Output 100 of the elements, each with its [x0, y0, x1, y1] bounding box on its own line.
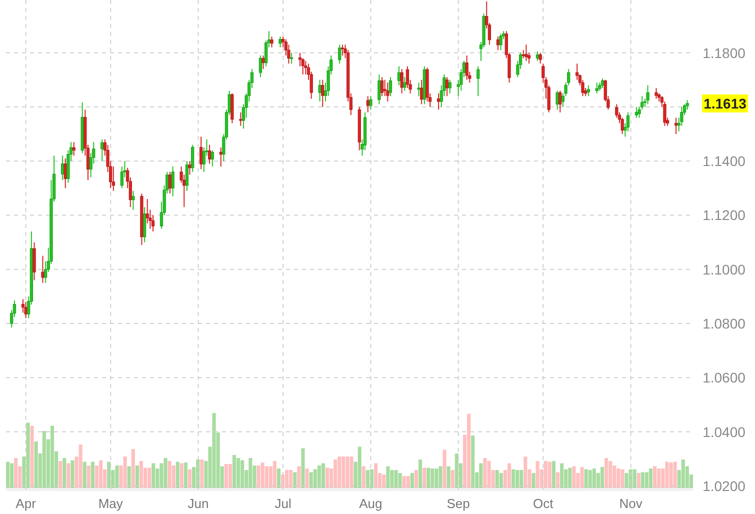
candlestick	[200, 136, 203, 170]
bar	[640, 472, 644, 488]
bar	[293, 472, 297, 488]
candlestick	[499, 33, 502, 51]
bar	[321, 463, 325, 488]
candlestick	[524, 44, 528, 62]
candlestick	[403, 76, 406, 92]
bar	[14, 458, 18, 488]
bar	[487, 461, 491, 488]
bar	[184, 462, 188, 488]
candlestick	[340, 44, 344, 56]
candlestick	[437, 92, 440, 110]
candlestick	[654, 87, 658, 100]
bar	[446, 466, 450, 488]
bar	[188, 469, 192, 488]
candlestick	[210, 150, 214, 167]
candlestick	[24, 301, 28, 319]
bar	[82, 462, 86, 488]
bar	[180, 463, 184, 488]
bar	[536, 461, 540, 488]
bar	[200, 460, 204, 488]
bar	[442, 450, 446, 488]
y-tick-label: 1.0600	[702, 370, 746, 386]
bar	[99, 460, 103, 488]
bar	[499, 473, 503, 488]
bar	[390, 470, 394, 488]
bar	[301, 448, 305, 488]
bar	[285, 470, 289, 488]
bar	[620, 469, 624, 488]
bar	[520, 470, 524, 488]
bar	[673, 462, 677, 488]
candlestick	[41, 255, 44, 284]
candlestick	[185, 160, 188, 192]
candlestick	[278, 36, 282, 48]
bar	[426, 468, 430, 488]
candlestick	[465, 54, 468, 80]
bar	[228, 464, 232, 488]
bar	[644, 472, 649, 488]
bar	[313, 469, 317, 488]
bar	[70, 460, 74, 488]
bar	[657, 468, 661, 488]
candlestick	[538, 52, 542, 64]
x-tick-label: Jun	[188, 496, 209, 511]
candlestick	[420, 79, 424, 105]
candlestick	[378, 74, 381, 105]
bar	[604, 458, 608, 488]
x-tick-label: Aug	[359, 496, 382, 511]
x-tick-label: Sep	[446, 496, 470, 511]
bar	[168, 461, 172, 488]
bar	[30, 426, 34, 488]
candlestick	[64, 158, 67, 189]
bar	[58, 461, 62, 488]
candlestick	[634, 106, 638, 118]
candlestick	[386, 82, 390, 102]
bar	[232, 455, 236, 488]
bar	[342, 456, 346, 488]
bar	[450, 470, 454, 488]
bar	[362, 466, 366, 488]
bar	[26, 422, 30, 488]
bar	[86, 466, 90, 488]
candlestick	[72, 142, 76, 156]
candlestick	[132, 190, 135, 210]
bar	[588, 470, 592, 488]
y-tick-label: 1.1000	[702, 261, 746, 278]
bar	[616, 468, 620, 488]
bar	[584, 469, 588, 488]
y-tick-label: 1.1200	[702, 207, 746, 224]
bar	[552, 461, 556, 488]
bar	[414, 470, 418, 488]
bar	[434, 468, 438, 488]
bar	[289, 470, 293, 488]
candlestick	[258, 54, 262, 78]
candlestick	[388, 76, 392, 97]
candlestick	[561, 92, 564, 108]
bar	[483, 458, 487, 488]
candlestick	[400, 68, 404, 94]
bar	[90, 462, 94, 488]
bar	[548, 462, 552, 488]
bar	[10, 463, 14, 488]
bar	[669, 462, 673, 488]
bar	[556, 472, 560, 488]
x-tick-label: Jul	[274, 496, 292, 511]
bar	[524, 456, 528, 488]
candlestick	[262, 54, 265, 70]
candlestick	[417, 82, 420, 97]
bar	[325, 468, 330, 488]
bar	[334, 460, 338, 488]
candlestick	[646, 84, 650, 105]
bar	[346, 456, 350, 488]
bar	[358, 446, 362, 488]
bar	[350, 456, 354, 488]
bar	[681, 460, 685, 488]
bar	[398, 473, 402, 488]
bar	[632, 469, 636, 488]
bar	[164, 458, 168, 488]
bar	[131, 449, 135, 488]
annotation: 1.1613	[704, 95, 747, 112]
y-tick-label: 1.1800	[702, 44, 746, 61]
candlestick	[32, 242, 36, 281]
bar	[512, 469, 516, 488]
